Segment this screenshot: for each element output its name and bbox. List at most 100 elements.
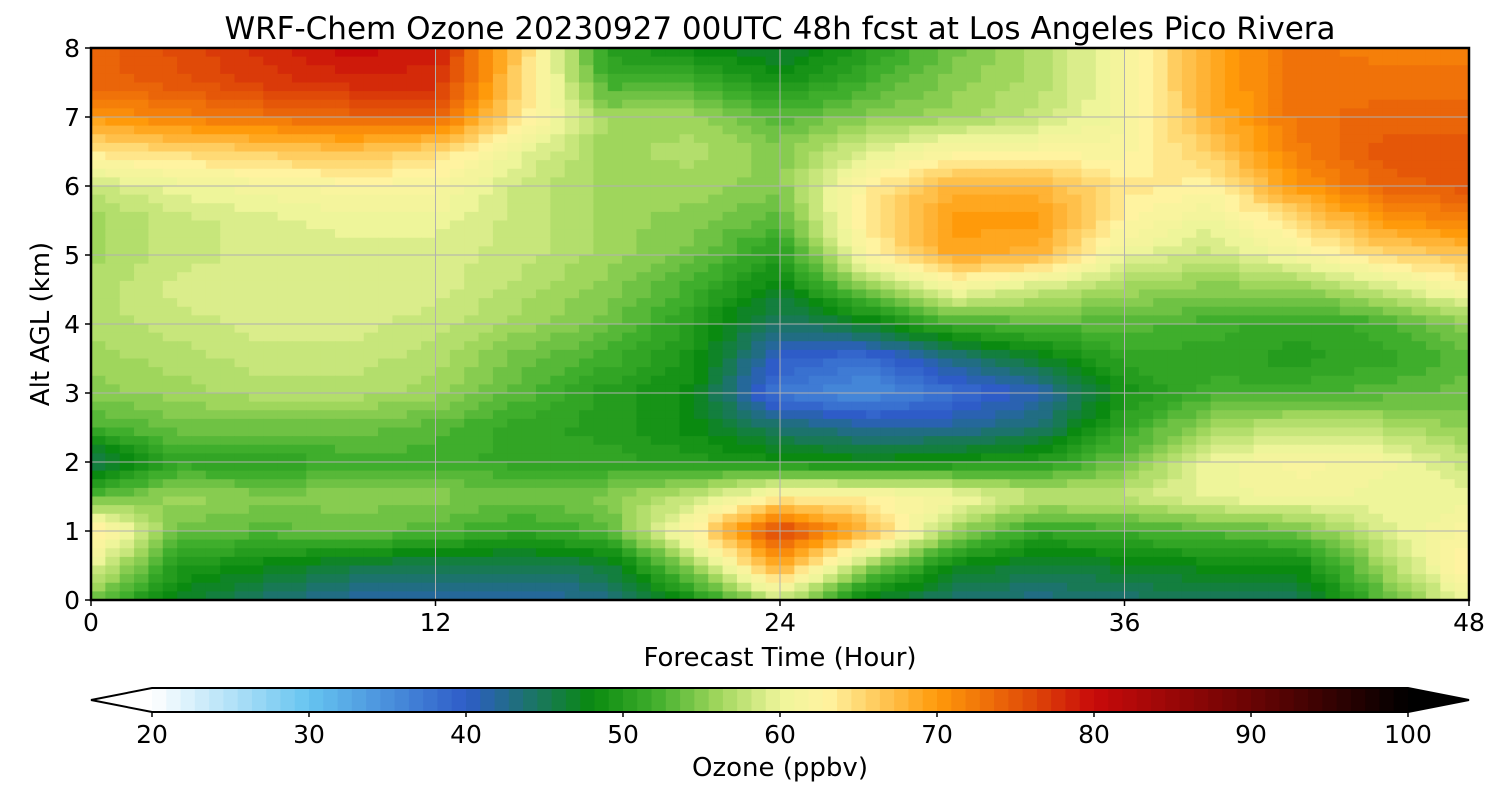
- heatmap-cell: [679, 453, 695, 463]
- heatmap-cell: [1368, 298, 1384, 308]
- heatmap-cell: [105, 315, 121, 325]
- heatmap-cell: [1052, 315, 1068, 325]
- heatmap-cell: [277, 444, 293, 454]
- heatmap-cell: [1454, 280, 1470, 291]
- heatmap-cell: [535, 177, 551, 187]
- heatmap-cell: [607, 203, 623, 213]
- heatmap-cell: [1167, 332, 1183, 342]
- heatmap-cell: [478, 289, 494, 299]
- heatmap-cell: [363, 358, 379, 368]
- heatmap-cell: [780, 470, 795, 480]
- heatmap-cell: [851, 117, 867, 127]
- heatmap-cell: [105, 349, 121, 360]
- heatmap-cell: [980, 48, 996, 58]
- heatmap-cell: [306, 246, 322, 256]
- heatmap-cell: [966, 418, 982, 429]
- heatmap-cell: [1153, 367, 1169, 377]
- heatmap-cell: [550, 168, 566, 178]
- heatmap-cell: [1124, 203, 1140, 213]
- heatmap-cell: [363, 410, 379, 420]
- heatmap-cell: [291, 384, 307, 394]
- heatmap-cell: [449, 186, 465, 196]
- heatmap-cell: [937, 418, 953, 429]
- heatmap-cell: [1181, 410, 1197, 420]
- heatmap-cell: [952, 56, 968, 66]
- heatmap-cell: [1368, 73, 1384, 84]
- heatmap-cell: [1138, 298, 1154, 308]
- heatmap-cell: [263, 306, 279, 316]
- heatmap-cell: [220, 358, 236, 368]
- heatmap-cell: [492, 306, 508, 316]
- heatmap-cell: [1382, 117, 1398, 127]
- heatmap-cell: [1382, 91, 1398, 101]
- heatmap-cell: [665, 91, 681, 101]
- heatmap-cell: [1296, 401, 1312, 411]
- heatmap-cell: [363, 229, 379, 239]
- heatmap-cell: [564, 99, 580, 109]
- heatmap-cell: [722, 384, 738, 394]
- heatmap-cell: [636, 427, 652, 437]
- heatmap-cell: [980, 280, 996, 291]
- heatmap-cell: [392, 341, 408, 351]
- heatmap-cell: [622, 168, 638, 178]
- heatmap-cell: [1110, 289, 1126, 299]
- heatmap-cell: [708, 177, 724, 187]
- heatmap-cell: [134, 211, 150, 222]
- heatmap-cell: [1440, 444, 1456, 454]
- heatmap-cell: [1282, 91, 1298, 101]
- heatmap-cell: [1253, 375, 1269, 385]
- heatmap-cell: [263, 211, 279, 222]
- heatmap-cell: [1181, 479, 1197, 489]
- heatmap-cell: [1296, 375, 1312, 385]
- heatmap-cell: [1081, 410, 1097, 420]
- heatmap-cell: [1038, 384, 1054, 394]
- heatmap-cell: [306, 306, 322, 316]
- heatmap-cell: [952, 341, 968, 351]
- heatmap-cell: [1081, 401, 1097, 411]
- heatmap-cell: [808, 470, 824, 480]
- heatmap-cell: [1181, 324, 1197, 334]
- heatmap-cell: [1325, 246, 1341, 256]
- heatmap-cell: [378, 220, 394, 230]
- heatmap-cell: [794, 289, 810, 299]
- heatmap-cell: [1124, 151, 1140, 161]
- heatmap-cell: [535, 384, 551, 394]
- heatmap-cell: [1153, 427, 1169, 437]
- heatmap-cell: [306, 82, 322, 92]
- heatmap-cell: [119, 349, 135, 360]
- heatmap-cell: [335, 237, 350, 247]
- heatmap-cell: [765, 82, 781, 92]
- heatmap-cell: [1067, 48, 1083, 58]
- heatmap-cell: [1397, 349, 1413, 360]
- heatmap-cell: [1339, 246, 1355, 256]
- heatmap-cell: [679, 229, 695, 239]
- heatmap-cell: [263, 237, 279, 247]
- heatmap-cell: [550, 384, 566, 394]
- heatmap-cell: [837, 393, 853, 403]
- heatmap-cell: [636, 444, 652, 454]
- heatmap-cell: [349, 453, 365, 463]
- heatmap-cell: [191, 82, 207, 92]
- heatmap-cell: [780, 229, 795, 239]
- heatmap-cell: [1024, 151, 1039, 161]
- heatmap-cell: [320, 418, 336, 429]
- heatmap-cell: [1009, 444, 1025, 454]
- heatmap-cell: [349, 393, 365, 403]
- heatmap-cell: [478, 194, 494, 204]
- heatmap-cell: [1038, 393, 1054, 403]
- heatmap-cell: [1268, 298, 1283, 308]
- heatmap-cell: [550, 151, 566, 161]
- heatmap-cell: [162, 160, 178, 170]
- heatmap-cell: [478, 272, 494, 282]
- heatmap-cell: [1325, 229, 1341, 239]
- heatmap-cell: [1009, 168, 1025, 178]
- heatmap-cell: [1397, 444, 1413, 454]
- heatmap-cell: [1081, 272, 1097, 282]
- heatmap-cell: [234, 436, 250, 446]
- heatmap-cell: [1325, 211, 1341, 222]
- heatmap-cell: [1454, 160, 1470, 170]
- heatmap-cell: [751, 65, 767, 75]
- heatmap-cell: [607, 56, 623, 66]
- heatmap-cell: [478, 306, 494, 316]
- heatmap-cell: [349, 280, 365, 291]
